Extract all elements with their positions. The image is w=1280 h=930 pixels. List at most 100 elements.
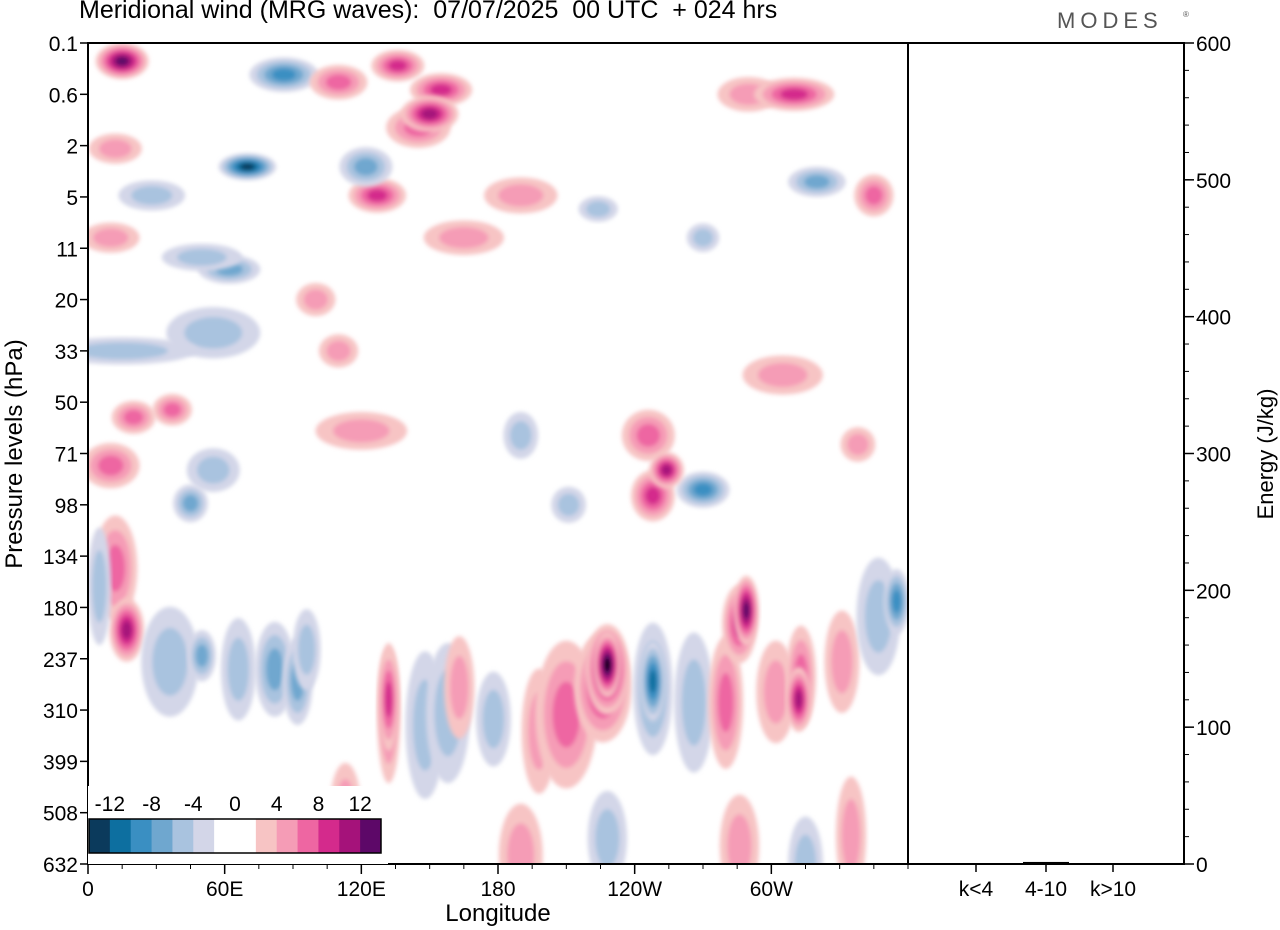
wind-feature-70 [785,667,812,732]
contour-band [115,56,129,66]
wind-feature-38 [88,133,142,164]
y-tick-label: 20 [55,290,78,313]
colorbar-legend: -12 -8 -4 0 4 8 12 [88,786,388,864]
colorbar-swatch [89,819,111,853]
wind-feature-61 [593,632,622,698]
contour-band [557,493,580,516]
energy-tick-label: 200 [1196,580,1231,603]
contour-band [636,424,661,447]
contour-band [758,362,808,388]
contour-band [163,402,182,417]
contour-band [121,621,132,640]
contour-band [743,602,750,619]
wind-feature-31 [551,486,586,523]
wind-feature-49 [292,608,321,691]
wind-feature-0 [95,43,149,80]
colorbar-label: 4 [271,793,283,816]
wind-feature-41 [109,598,145,662]
energy-bar [1023,861,1069,864]
wind-feature-30 [503,412,539,459]
colorbar-label: -12 [95,793,125,816]
wind-feature-35 [649,452,684,489]
colorbar-swatch [235,819,257,853]
contour-band [595,809,620,864]
wind-feature-20 [88,222,140,253]
contour-band [92,550,107,623]
y-tick-label: 5 [66,187,78,210]
y-tick-label: 0.1 [49,33,78,56]
contour-band [388,60,407,72]
wind-feature-13 [484,177,558,214]
wind-feature-4 [371,49,425,82]
contour-band [681,659,706,746]
x-tick-label: 120W [607,878,662,901]
y-tick-label: 134 [43,546,78,569]
wind-feature-68 [756,640,796,744]
contour-band [795,690,803,709]
contour-band [804,175,830,189]
wind-feature-27 [315,412,408,450]
wind-feature-42 [88,527,112,646]
contour-band [384,681,393,718]
x-tick-label: 180 [480,878,515,901]
contour-band [123,409,144,425]
energy-tick-label: 500 [1196,170,1231,193]
colorbar-swatch [130,819,153,853]
wind-feature-46 [220,618,256,721]
wind-feature-73 [883,568,908,634]
wind-feature-44 [173,484,208,523]
wind-feature-3 [309,64,368,100]
wind-feature-28 [318,334,359,368]
contour-band [831,630,853,694]
y-tick-label: 50 [55,392,78,415]
y-tick-label: 33 [55,341,78,364]
wind-feature-37 [742,355,823,395]
colorbar-label: 8 [313,793,325,816]
wind-feature-12 [423,220,505,256]
wind-feature-29 [186,448,240,492]
contour-band [498,184,544,207]
contour-band [196,456,230,484]
wind-feature-43 [141,606,199,717]
contour-band [604,657,611,672]
x-axis: 0 60E 120E 180 120W 60W [82,864,909,901]
contour-band [693,483,713,497]
wind-feature-18 [788,166,846,197]
colorbar-swatch [151,819,173,853]
x-tick-label: 60E [206,878,243,901]
wind-feature-76 [587,790,627,864]
x-tick-label: 0 [82,878,94,901]
contour-band [152,627,188,696]
wind-feature-21 [111,400,156,434]
contour-band [780,88,809,101]
colorbar-label: 0 [229,793,241,816]
contour-band [727,814,752,864]
contour-band [325,74,352,90]
contour-band [661,464,672,476]
colorbar-label: 12 [348,793,371,816]
contour-band [227,637,250,701]
wind-feature-19 [854,174,894,217]
wind-feature-71 [824,610,860,714]
contour-band [841,799,861,864]
wind-feature-36 [840,427,876,462]
wind-feature-67 [733,575,760,646]
colorbar-swatch [214,819,236,853]
contour-band [482,689,505,749]
contour-band [266,648,284,691]
colorbar-swatch [339,819,361,853]
brand-registered-mark: ® [1183,10,1189,19]
brand-logo: MODES [1057,8,1163,33]
wind-feature-1 [218,153,277,181]
y-tick-label: 71 [55,444,78,467]
y-tick-label: 508 [43,803,78,826]
wind-feature-77 [498,803,543,864]
energy-plot-frame [907,42,1185,865]
colorbar-swatch [109,819,132,853]
y-tick-label: 399 [43,751,78,774]
y-tick-label: 98 [55,495,78,518]
energy-bar [1090,863,1136,864]
y-axis-title: Pressure levels (hPa) [1,339,28,568]
contour-band [367,189,388,202]
